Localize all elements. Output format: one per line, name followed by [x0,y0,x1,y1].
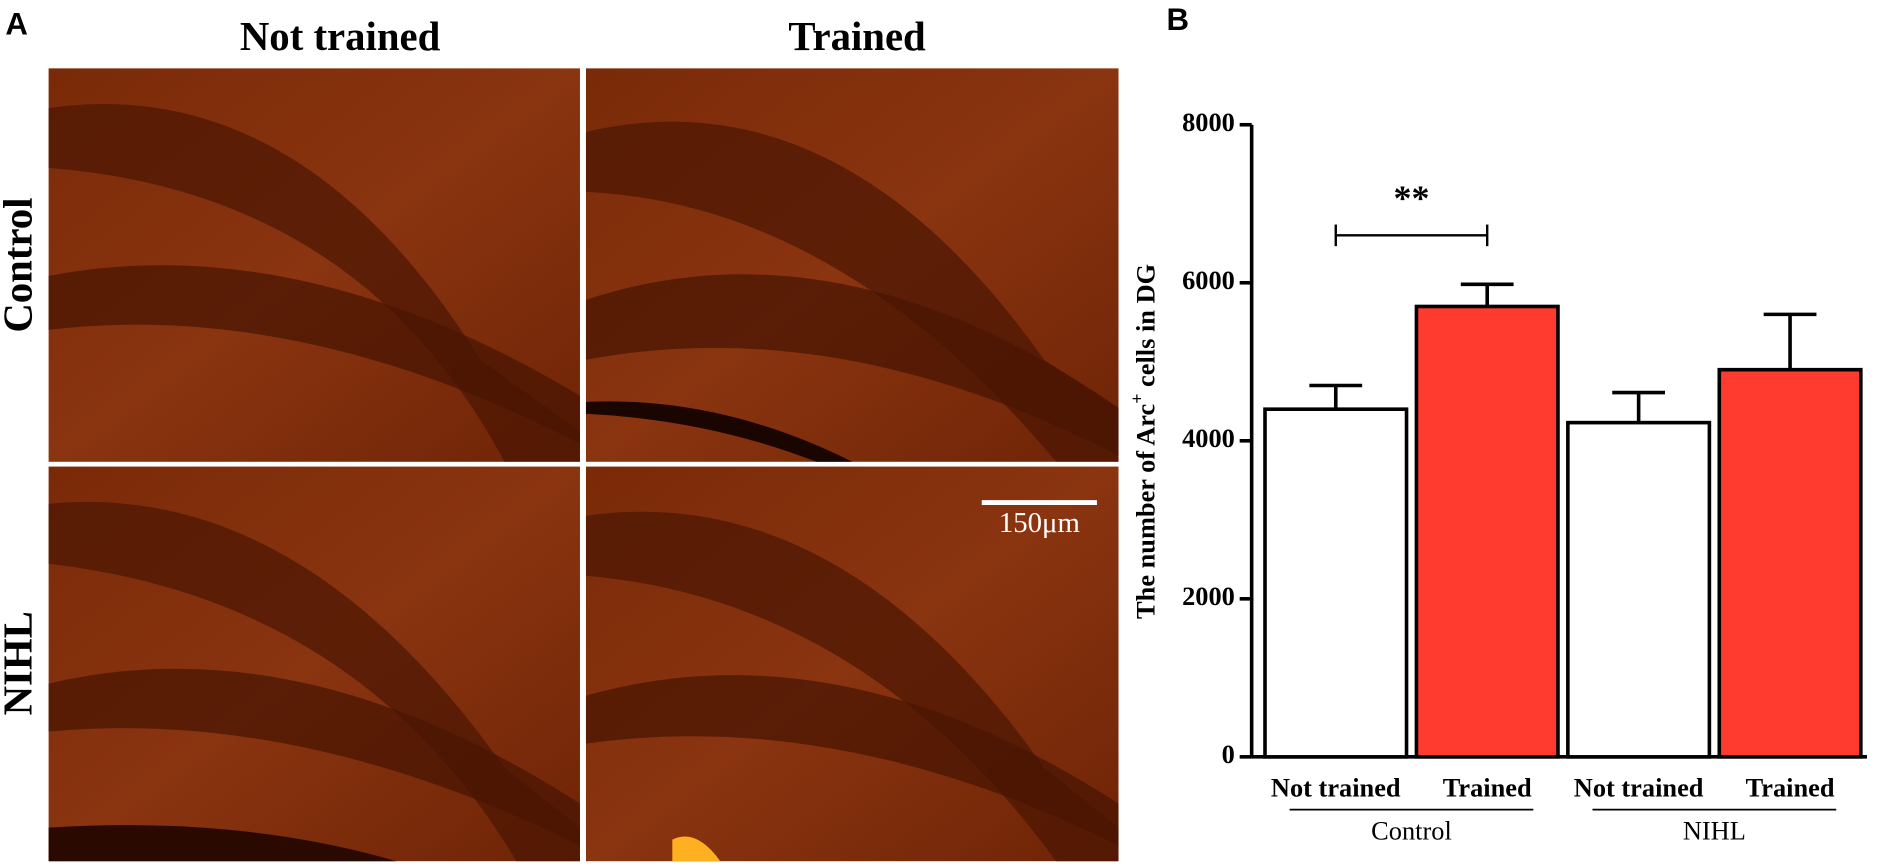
column-label: Trained [788,14,926,59]
x-tick-label: Trained [1443,772,1532,802]
panel-label: A [5,7,28,42]
panel-label: B [1166,2,1189,37]
bar [1717,367,1863,759]
y-tick-label: 6000 [1182,265,1235,295]
micrographs [48,68,1119,862]
row-label: Control [0,198,41,333]
x-tick-label: Trained [1746,772,1835,802]
image-control-not-trained [48,68,580,462]
y-tick-label: 0 [1222,739,1235,769]
y-axis-label-main: The number of Arc [1131,403,1161,618]
image-nihl-trained [585,466,1119,862]
x-tick-label: Not trained [1271,772,1401,802]
y-axis-label-sup: + [1127,394,1147,404]
group-label: Control [1371,816,1452,846]
y-axis-label-rest: cells in DG [1131,264,1161,394]
bar [1414,304,1560,759]
image-control-trained [585,68,1119,462]
bar [1566,420,1712,759]
y-tick-label: 2000 [1182,581,1235,611]
image-nihl-not-trained [48,466,580,862]
x-tick-label: Not trained [1574,772,1704,802]
group-label: NIHL [1683,816,1746,846]
y-tick-label: 4000 [1182,423,1235,453]
y-axis-label: The number of Arc+ cells in DG [1127,264,1161,619]
scale-bar-label: 150μm [999,507,1080,539]
significance: ** [1393,178,1429,218]
y-tick-label: 8000 [1182,107,1235,137]
row-label: NIHL [0,611,41,715]
column-label: Not trained [240,14,441,59]
bar [1263,407,1409,759]
